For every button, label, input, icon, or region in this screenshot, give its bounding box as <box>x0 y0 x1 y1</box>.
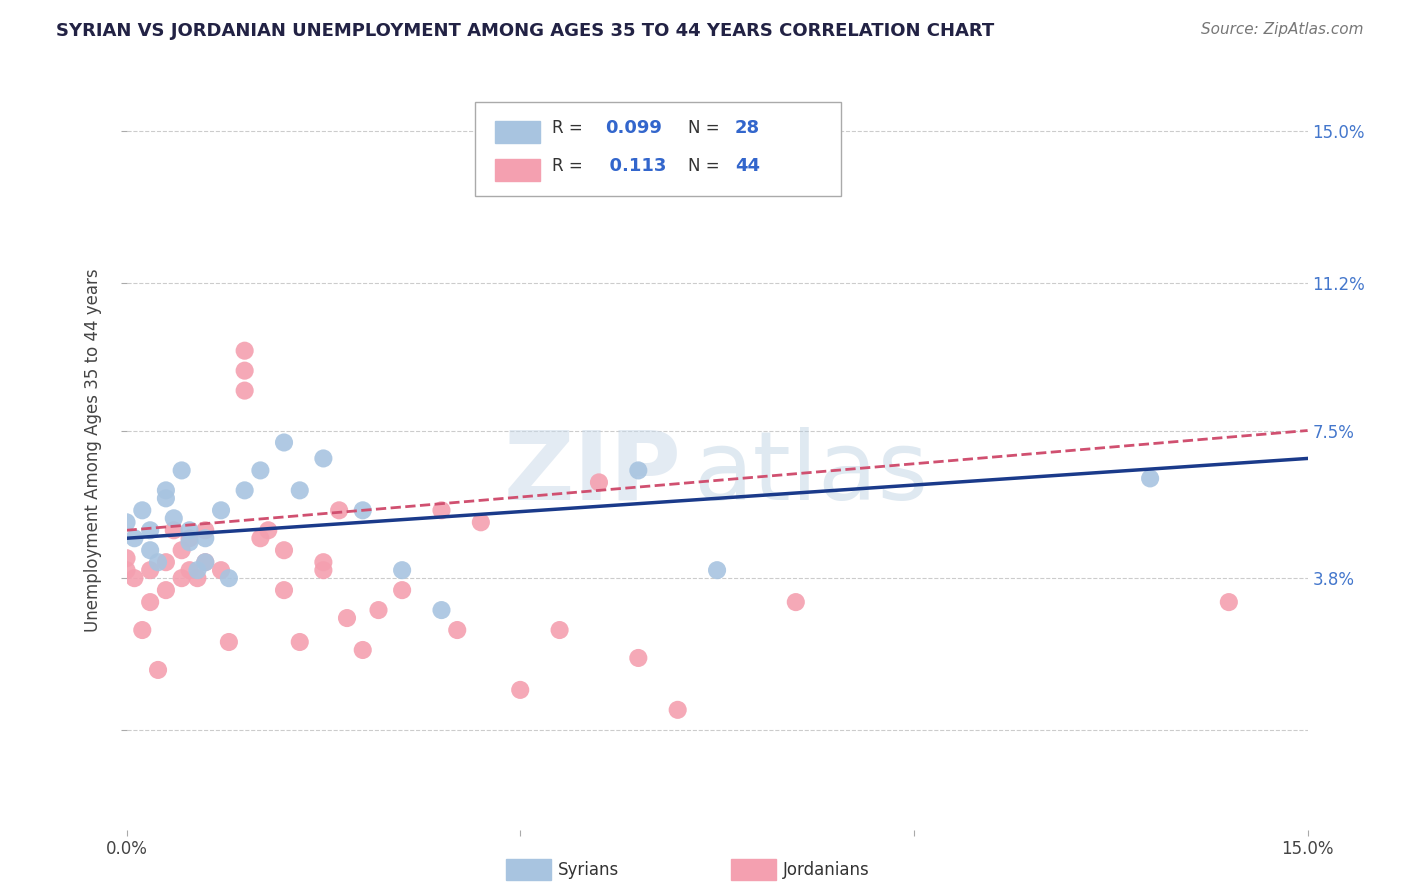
Point <box>273 435 295 450</box>
Point <box>233 364 256 378</box>
Point <box>194 555 217 569</box>
Point <box>155 555 177 569</box>
Bar <box>495 159 540 181</box>
Point <box>124 531 146 545</box>
Point <box>194 555 217 569</box>
Point <box>179 535 201 549</box>
Point <box>139 523 162 537</box>
Point <box>430 503 453 517</box>
Point <box>588 475 610 490</box>
Point <box>170 571 193 585</box>
Point <box>124 571 146 585</box>
Point <box>218 571 240 585</box>
Point <box>115 551 138 566</box>
Text: 44: 44 <box>735 157 759 175</box>
Text: R =: R = <box>551 157 588 175</box>
Point <box>209 563 232 577</box>
Point <box>233 343 256 358</box>
Point <box>430 603 453 617</box>
Y-axis label: Unemployment Among Ages 35 to 44 years: Unemployment Among Ages 35 to 44 years <box>84 268 103 632</box>
Point <box>139 563 162 577</box>
Point <box>249 463 271 477</box>
FancyBboxPatch shape <box>475 102 841 196</box>
Text: N =: N = <box>688 120 724 137</box>
Point <box>391 563 413 577</box>
Point <box>233 483 256 498</box>
Text: 0.113: 0.113 <box>596 157 666 175</box>
Point <box>233 384 256 398</box>
Point <box>1139 471 1161 485</box>
Text: ZIP: ZIP <box>503 426 682 520</box>
Text: 28: 28 <box>735 120 759 137</box>
Point <box>186 571 208 585</box>
Point <box>115 516 138 530</box>
Point <box>146 555 169 569</box>
Point <box>288 635 311 649</box>
Point <box>273 583 295 598</box>
Point <box>627 463 650 477</box>
Point <box>155 583 177 598</box>
Bar <box>495 120 540 144</box>
Point <box>257 523 280 537</box>
Text: Jordanians: Jordanians <box>783 861 870 879</box>
Point <box>170 543 193 558</box>
Point <box>163 511 186 525</box>
Point <box>785 595 807 609</box>
Text: 0.099: 0.099 <box>605 120 662 137</box>
Text: Source: ZipAtlas.com: Source: ZipAtlas.com <box>1201 22 1364 37</box>
Point <box>194 531 217 545</box>
Point <box>352 503 374 517</box>
Point <box>155 483 177 498</box>
Text: N =: N = <box>688 157 724 175</box>
Point <box>139 595 162 609</box>
Point <box>312 555 335 569</box>
Point <box>288 483 311 498</box>
Point <box>1218 595 1240 609</box>
Point <box>146 663 169 677</box>
Point <box>179 563 201 577</box>
Point <box>706 563 728 577</box>
Point <box>179 523 201 537</box>
Point <box>249 531 271 545</box>
Point <box>218 635 240 649</box>
Point <box>548 623 571 637</box>
Point <box>179 531 201 545</box>
Point <box>312 563 335 577</box>
Point <box>139 543 162 558</box>
Point <box>666 703 689 717</box>
Point <box>509 682 531 697</box>
Text: Syrians: Syrians <box>558 861 620 879</box>
Point <box>446 623 468 637</box>
Point <box>312 451 335 466</box>
Text: R =: R = <box>551 120 588 137</box>
Point <box>627 651 650 665</box>
Point <box>170 463 193 477</box>
Point <box>186 563 208 577</box>
Point <box>131 503 153 517</box>
Point <box>115 563 138 577</box>
Point <box>163 523 186 537</box>
Point <box>194 523 217 537</box>
Point <box>352 643 374 657</box>
Text: SYRIAN VS JORDANIAN UNEMPLOYMENT AMONG AGES 35 TO 44 YEARS CORRELATION CHART: SYRIAN VS JORDANIAN UNEMPLOYMENT AMONG A… <box>56 22 994 40</box>
Point <box>209 503 232 517</box>
Point <box>336 611 359 625</box>
Text: atlas: atlas <box>693 426 928 520</box>
Point <box>367 603 389 617</box>
Point <box>273 543 295 558</box>
Point <box>470 516 492 530</box>
Point <box>328 503 350 517</box>
Point <box>131 623 153 637</box>
Point <box>391 583 413 598</box>
Point <box>155 491 177 506</box>
